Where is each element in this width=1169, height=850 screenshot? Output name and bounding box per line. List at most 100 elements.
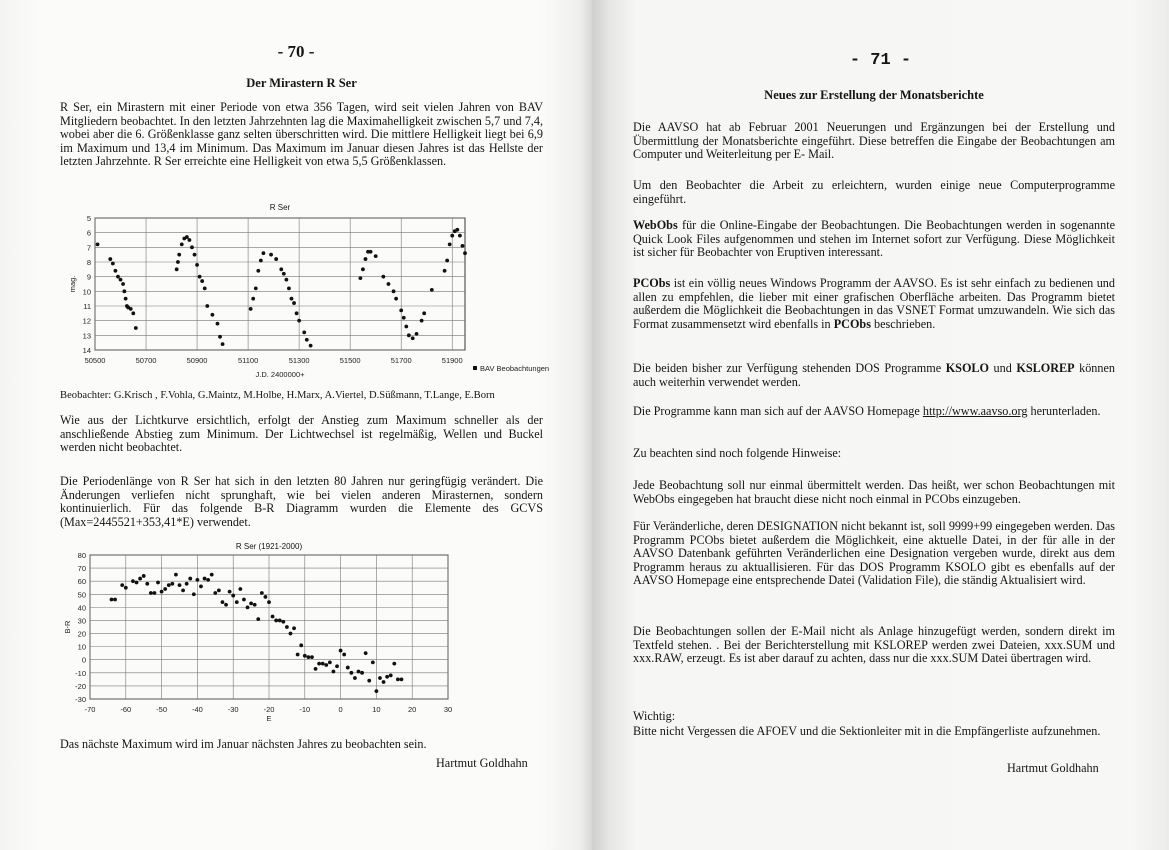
data-point [360,670,364,675]
data-point [184,581,189,586]
plot-frame [94,217,466,351]
paragraph-webobs: WebObs für die Online-Eingabe der Beobac… [633,218,1115,260]
data-point [118,277,123,282]
data-point [259,591,264,595]
x-tick-label: 51700 [391,356,412,365]
data-point [288,631,293,636]
data-point [134,580,139,585]
data-point [224,602,228,607]
data-point [267,600,271,605]
data-point [152,591,157,595]
data-point [373,254,378,259]
data-point [285,625,289,629]
paragraph-dos-programs: Die beiden bisher zur Verfügung stehende… [633,361,1115,389]
data-point [356,669,361,674]
data-point [455,227,460,232]
data-point [269,252,273,257]
data-point [394,296,399,301]
data-point [284,277,289,282]
data-point [238,587,243,591]
x-tick-label: 0 [339,705,343,714]
y-tick-label: 6 [87,229,91,238]
data-point [131,311,136,316]
x-tick-label: 20 [408,705,416,714]
y-tick-label: 10 [83,287,91,296]
data-point [370,660,375,665]
data-point [445,258,450,263]
data-point [123,585,128,590]
y-tick-label: 13 [83,331,91,340]
data-point [306,655,311,660]
x-tick-label: 10 [372,705,380,714]
chart-title: R Ser [269,203,291,212]
data-point [210,312,215,317]
data-point [133,326,138,330]
data-point [227,589,232,594]
data-point [261,251,266,256]
y-tick-label: 60 [78,577,86,586]
data-point [166,583,171,588]
data-point [253,286,258,291]
data-point [200,279,205,283]
y-tick-label: -10 [75,669,86,678]
data-point [429,287,434,292]
data-point [302,330,307,335]
x-axis-label: E [266,714,271,723]
kslorep-label: KSLOREP [1016,361,1075,375]
data-point [338,648,343,653]
data-point [179,242,184,247]
data-point [188,576,193,581]
paragraph-important: Bitte nicht Vergessen die AFOEV und die … [633,724,1101,738]
data-point [113,268,118,273]
text: Die beiden bisher zur Verfügung stehende… [633,361,946,375]
y-tick-label: 7 [87,243,91,252]
data-point [399,308,404,313]
data-point [195,263,199,267]
data-point [177,583,182,588]
data-point [447,242,452,247]
data-point [206,577,211,582]
data-point [463,251,467,256]
data-point [292,301,296,305]
data-point [220,600,225,605]
data-point [148,591,153,595]
aavso-homepage-link[interactable]: http://www.aavso.org [922,404,1028,418]
paragraph-hints: Zu beachten sind noch folgende Hinweise: [633,446,842,460]
paragraph-aavso: Die AAVSO hat ab Februar 2001 Neuerungen… [633,120,1115,162]
text: Die Programme kann man sich auf der AAVS… [633,404,923,418]
data-point [190,245,194,250]
data-point [388,673,393,678]
data-point [197,274,202,279]
data-point [274,257,279,261]
data-point [215,321,220,326]
data-point [381,274,386,279]
data-point [404,324,409,329]
paragraph-pcobs: PCObs ist ein völlig neues Windows Progr… [633,276,1115,331]
data-point [392,661,397,666]
data-point [216,588,221,593]
y-tick-label: 50 [78,590,86,599]
x-tick-label: -50 [156,705,167,714]
y-tick-label: -30 [75,695,86,704]
y-tick-label: 80 [78,551,86,560]
data-point [184,235,189,239]
y-axis-label: B-R [63,620,72,634]
data-point [113,597,117,602]
data-point [256,617,261,622]
data-point [199,584,203,589]
data-point [406,333,411,338]
data-point [349,670,354,675]
data-point [256,268,261,273]
data-point [205,304,210,308]
data-point [450,233,455,238]
data-point [181,588,185,593]
page-70: - 70 - Der Mirastern R Ser R Ser, ein Mi… [0,0,592,850]
paragraph-download: Die Programme kann man sich auf der AAVS… [633,404,1115,419]
data-point [422,311,427,316]
data-point [108,257,113,261]
y-tick-label: 20 [78,630,86,639]
y-tick-label: 14 [83,346,91,355]
data-point [145,581,150,586]
y-axis-label: mag. [68,276,77,293]
data-point [258,258,263,263]
